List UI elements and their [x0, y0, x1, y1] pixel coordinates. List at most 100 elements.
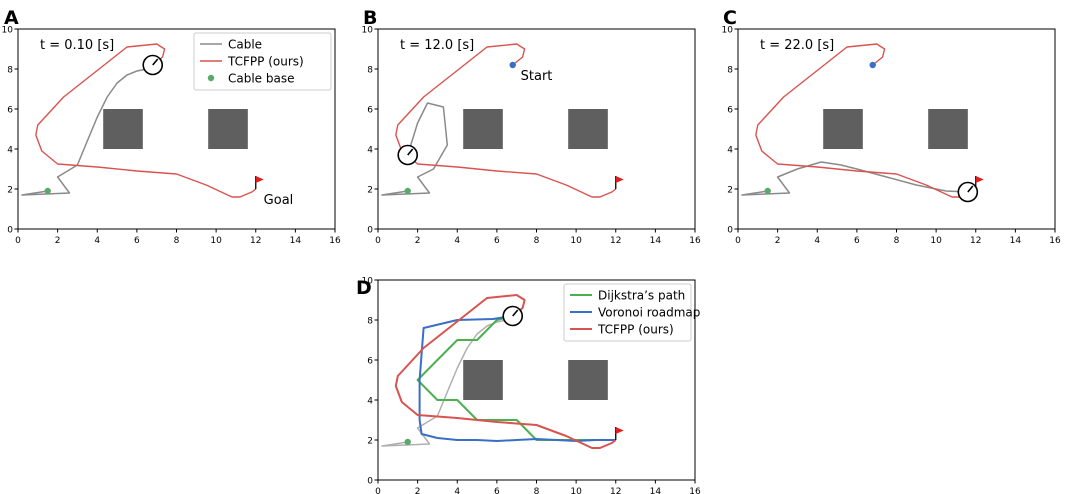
robot-heading	[512, 309, 519, 317]
robot-heading	[152, 58, 159, 66]
obstacle	[823, 109, 863, 149]
goal-flag-icon	[615, 427, 624, 434]
y-tick-label: 6	[367, 106, 373, 116]
time-label: t = 0.10 [s]	[40, 38, 114, 53]
panel-letter: D	[356, 277, 372, 299]
x-tick-label: 2	[415, 236, 421, 246]
goal-flag-icon	[975, 176, 984, 183]
time-label: t = 12.0 [s]	[400, 38, 474, 53]
legend: Dijkstra’s path Voronoi roadmap TCFPP (our…	[563, 283, 700, 342]
x-tick-label: 4	[814, 236, 820, 246]
x-tick-label: 4	[454, 487, 460, 494]
y-tick-label: 4	[727, 146, 733, 156]
obstacle	[463, 360, 503, 400]
obstacle	[928, 109, 968, 149]
y-tick-label: 10	[2, 26, 14, 36]
panel-c: C 0 2 4 6 8 10 12 14 16 0 2 4 6 8 10 t = 22.0 [s]	[722, 7, 1061, 246]
legend-label-cable-base: Cable base	[228, 72, 295, 86]
legend-swatch	[207, 74, 215, 82]
legend: Cable TCFPP (ours) Cable base	[193, 32, 332, 91]
y-tick-label: 0	[7, 226, 13, 236]
x-tick-label: 6	[134, 236, 140, 246]
plot-frame	[737, 28, 1056, 230]
y-tick-label: 2	[7, 186, 13, 196]
y-tick-label: 2	[367, 186, 373, 196]
goal-flag-icon	[255, 176, 264, 183]
obstacle	[568, 109, 608, 149]
legend-label-voronoi-roadmap: Voronoi roadmap	[598, 306, 700, 320]
series-cable-base-marker	[404, 438, 411, 446]
obstacle	[103, 109, 143, 149]
y-tick-label: 8	[7, 66, 13, 76]
x-tick-label: 2	[415, 487, 421, 494]
x-tick-label: 10	[570, 236, 582, 246]
y-tick-label: 8	[367, 317, 373, 327]
series-tcfpp-ours-line	[394, 294, 617, 449]
panel-letter: A	[4, 7, 19, 29]
x-tick-label: 12	[970, 236, 981, 246]
obstacle	[208, 109, 248, 149]
x-tick-label: 8	[534, 236, 540, 246]
x-tick-label: 14	[650, 487, 662, 494]
obstacle	[568, 360, 608, 400]
plot-frame	[377, 28, 696, 230]
y-tick-label: 2	[367, 437, 373, 447]
panel-a: A 0 2 4 6 8 10 12 14 16 0 2 4 6 8 10 t = 0.10 [s] Goal Cab…	[2, 7, 341, 246]
legend-label-cable: Cable	[228, 38, 262, 52]
y-tick-label: 10	[362, 277, 374, 287]
x-tick-label: 8	[534, 487, 540, 494]
series-cable-base-marker	[404, 187, 411, 195]
legend-box	[563, 283, 692, 342]
series-start-marker	[509, 61, 516, 69]
robot-heading	[967, 185, 974, 193]
y-tick-label: 4	[367, 397, 373, 407]
series-start-marker	[869, 61, 876, 69]
x-tick-label: 0	[375, 487, 381, 494]
x-tick-label: 16	[1049, 236, 1061, 246]
legend-label-tcfpp-ours: TCFPP (ours)	[227, 55, 304, 69]
y-tick-label: 6	[7, 106, 13, 116]
annotation-goal: Goal	[264, 193, 294, 208]
x-tick-label: 14	[650, 236, 662, 246]
x-tick-label: 10	[930, 236, 942, 246]
series-cable-base-marker	[44, 187, 51, 195]
y-tick-label: 6	[367, 357, 373, 367]
x-tick-label: 16	[329, 236, 341, 246]
x-tick-label: 0	[15, 236, 21, 246]
x-tick-label: 0	[375, 236, 381, 246]
y-tick-label: 10	[722, 26, 734, 36]
x-tick-label: 4	[94, 236, 100, 246]
x-tick-label: 8	[174, 236, 180, 246]
x-tick-label: 2	[775, 236, 781, 246]
series-tcfpp-ours-line	[35, 43, 257, 198]
series-cable-base-marker	[764, 187, 771, 195]
series-cable-line	[381, 102, 449, 196]
x-tick-label: 12	[250, 236, 261, 246]
y-tick-label: 0	[367, 477, 373, 487]
panel-b: B 0 2 4 6 8 10 12 14 16 0 2 4 6 8 10 t = 12.0 [s] Start	[362, 7, 701, 246]
y-tick-label: 2	[727, 186, 733, 196]
obstacle	[463, 109, 503, 149]
series-cable-line	[741, 161, 968, 196]
y-tick-label: 6	[727, 106, 733, 116]
y-tick-label: 0	[727, 226, 733, 236]
x-tick-label: 16	[689, 236, 701, 246]
x-tick-label: 0	[735, 236, 741, 246]
x-tick-label: 10	[210, 236, 222, 246]
panel-d: D 0 2 4 6 8 10 12 14 16 0 2 4 6 8 10 Dijkstra’s path Voro…	[356, 277, 701, 494]
y-tick-label: 4	[367, 146, 373, 156]
y-tick-label: 4	[7, 146, 13, 156]
x-tick-label: 14	[1010, 236, 1022, 246]
x-tick-label: 14	[290, 236, 302, 246]
y-tick-label: 0	[367, 226, 373, 236]
x-tick-label: 16	[689, 487, 701, 494]
x-tick-label: 8	[894, 236, 900, 246]
legend-label-dijkstra-s-path: Dijkstra’s path	[598, 289, 685, 303]
robot-heading	[407, 148, 414, 156]
x-tick-label: 10	[570, 487, 582, 494]
annotation-start: Start	[521, 69, 553, 84]
x-tick-label: 2	[55, 236, 61, 246]
legend-label-tcfpp-ours: TCFPP (ours)	[597, 323, 674, 337]
series-voronoi-roadmap-line	[418, 315, 616, 442]
